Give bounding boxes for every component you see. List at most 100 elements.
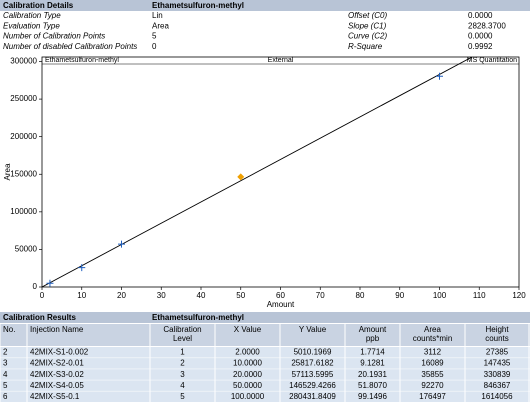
table-cell: 92270 (421, 381, 444, 390)
table-cell: 3112 (424, 348, 442, 357)
x-tick-label: 0 (40, 291, 45, 300)
table-cell: 35855 (421, 370, 444, 379)
column-header: counts*min (413, 334, 453, 343)
table-cell: 2.0000 (235, 348, 260, 357)
details-title: Calibration Details (3, 1, 74, 10)
x-tick-label: 30 (157, 291, 166, 300)
x-tick-label: 10 (77, 291, 86, 300)
chart-subtitle: Ethametsulfuron-methyl (45, 57, 119, 64)
table-cell: 2 (180, 359, 185, 368)
x-tick-label: 20 (117, 291, 126, 300)
table-cell: 20.0000 (233, 370, 262, 379)
table-row-bg (0, 391, 530, 402)
detail-value: 0 (152, 42, 157, 51)
data-point (46, 279, 54, 287)
table-cell: 3 (180, 370, 185, 379)
table-cell: 42MIX-S1-0.002 (30, 348, 89, 357)
results-compound: Ethametsulfuron-methyl (152, 313, 244, 322)
table-cell: 5 (180, 392, 185, 401)
detail-label: Evaluation Type (3, 21, 60, 30)
plot-area (42, 57, 474, 287)
table-cell: 330839 (484, 370, 511, 379)
data-point (237, 173, 245, 181)
details-header-bar (0, 0, 530, 11)
x-tick-label: 50 (236, 291, 245, 300)
data-point (436, 72, 443, 80)
column-header: Amount (359, 325, 387, 334)
detail-label: Number of disabled Calibration Points (3, 42, 137, 51)
detail-value: 5 (152, 32, 157, 41)
detail-value: 0.0000 (468, 32, 493, 41)
column-header: Injection Name (30, 325, 84, 334)
table-cell: 50.0000 (233, 381, 262, 390)
table-cell: 9.1281 (360, 359, 385, 368)
table-cell: 4 (180, 381, 185, 390)
table-cell: 100.0000 (231, 392, 265, 401)
table-row-bg (0, 347, 530, 358)
detail-label: Slope (C1) (348, 21, 387, 30)
detail-label: R-Square (348, 42, 383, 51)
column-header: Area (424, 325, 441, 334)
table-cell: 10.0000 (233, 359, 262, 368)
table-cell: 1 (180, 348, 185, 357)
detail-label: Curve (C2) (348, 32, 387, 41)
detail-label: Calibration Type (3, 11, 61, 20)
table-header-bg (0, 324, 530, 346)
table-cell: 42MIX-S4-0.05 (30, 381, 84, 390)
y-tick-label: 250000 (10, 94, 37, 103)
column-header: No. (3, 325, 15, 334)
details-compound: Ethametsulfuron-methyl (152, 1, 244, 10)
table-cell: 51.8070 (358, 381, 387, 390)
table-cell: 5 (3, 381, 8, 390)
table-cell: 846367 (484, 381, 511, 390)
y-tick-label: 100000 (10, 207, 37, 216)
y-axis-label: Area (3, 163, 12, 180)
table-cell: 3 (3, 359, 8, 368)
results-title: Calibration Results (3, 313, 76, 322)
y-tick-label: 0 (33, 282, 38, 291)
table-cell: 147435 (484, 359, 511, 368)
results-header-bar (0, 312, 530, 323)
detail-label: Offset (C0) (348, 11, 387, 20)
x-tick-label: 40 (197, 291, 206, 300)
x-tick-label: 100 (433, 291, 447, 300)
detail-label: Number of Calibration Points (3, 32, 105, 41)
data-point (78, 264, 86, 272)
table-cell: 25817.6182 (291, 359, 334, 368)
table-cell: 42MIX-S5-0.1 (30, 392, 80, 401)
table-cell: 2 (3, 348, 8, 357)
x-tick-label: 90 (395, 291, 404, 300)
detail-value: 0.9992 (468, 42, 493, 51)
table-cell: 27385 (486, 348, 509, 357)
x-tick-label: 120 (512, 291, 526, 300)
detail-value: Area (152, 21, 169, 30)
y-tick-label: 50000 (15, 245, 38, 254)
x-tick-label: 110 (473, 291, 486, 300)
table-cell: 42MIX-S3-0.02 (30, 370, 84, 379)
column-header: ppb (366, 334, 380, 343)
table-cell: 176497 (419, 392, 446, 401)
plot-frame (41, 56, 520, 288)
detail-value: Lin (152, 11, 163, 20)
y-tick-label: 200000 (10, 132, 37, 141)
detail-value: 2828.3700 (468, 21, 506, 30)
chart-subtitle: External (268, 57, 294, 64)
table-cell: 42MIX-S2-0.01 (30, 359, 84, 368)
table-cell: 146529.4266 (289, 381, 336, 390)
data-point (118, 240, 125, 248)
table-cell: 57113.5995 (292, 370, 334, 379)
x-axis-label: Amount (267, 300, 295, 309)
table-cell: 16089 (421, 359, 444, 368)
table-cell: 4 (3, 370, 8, 379)
column-header: Height (485, 325, 509, 334)
column-header: X Value (234, 325, 262, 334)
table-row-bg (0, 369, 530, 380)
table-cell: 6 (3, 392, 8, 401)
column-header: Calibration (163, 325, 201, 334)
detail-value: 0.0000 (468, 11, 493, 20)
table-cell: 5010.1969 (294, 348, 332, 357)
column-header: Y Value (299, 325, 327, 334)
chart-subtitle: MS Quantitation (467, 57, 517, 64)
y-tick-label: 300000 (10, 57, 37, 66)
